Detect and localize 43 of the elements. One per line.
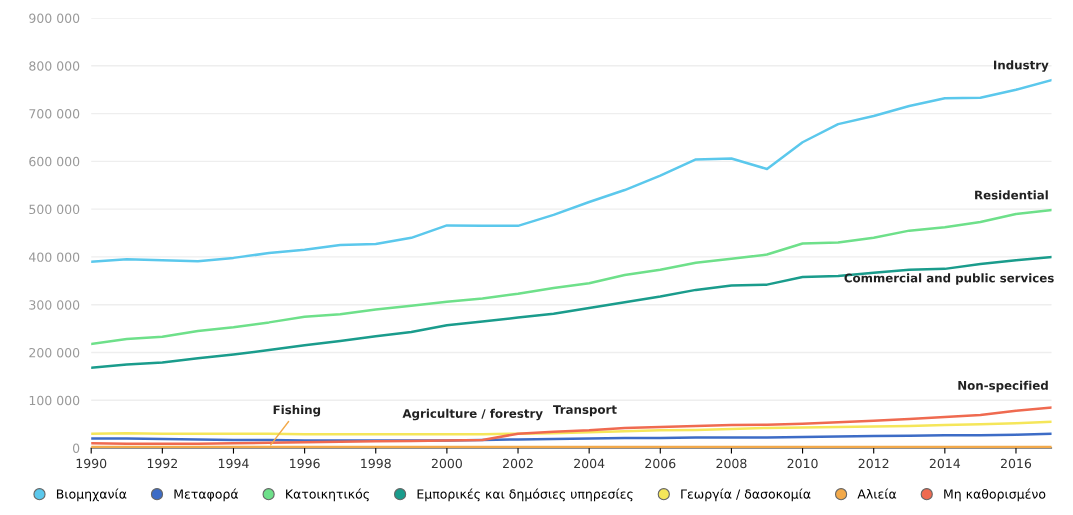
x-tick-label: 1990 — [76, 458, 107, 469]
x-tick-label: 1996 — [290, 458, 320, 469]
line-series — [91, 420, 1052, 436]
legend-label: Κατοικητικός — [286, 488, 369, 502]
annotation: Fishing — [273, 405, 321, 417]
x-tick-label: 2000 — [431, 458, 462, 469]
legend-label: Μεταφορά — [174, 488, 239, 502]
y-tick-label: 900 000 — [29, 13, 80, 23]
y-tick-label: 100 000 — [29, 395, 80, 406]
x-tick-label: 2012 — [858, 458, 889, 469]
y-tick-label: 400 000 — [29, 252, 80, 262]
y-tick-label: 200 000 — [29, 347, 80, 358]
line-series — [91, 406, 1052, 445]
x-tick-label: 1994 — [218, 458, 249, 469]
annotation: Transport — [553, 405, 617, 417]
x-tick-label: 2004 — [574, 458, 605, 469]
x-tick-label: 2008 — [716, 458, 747, 469]
y-tick-label: 500 000 — [29, 204, 80, 215]
y-tick-label: 0 — [72, 443, 80, 453]
annotation: Industry — [994, 60, 1049, 72]
legend-label: Μη καθορισμένο — [944, 488, 1046, 502]
legend-label: Εμπορικές και δημόσιες υπηρεσίες — [417, 488, 633, 502]
legend-label: Αλιεία — [857, 488, 897, 499]
x-tick-label: 2016 — [1000, 458, 1032, 469]
y-tick-label: 300 000 — [29, 300, 80, 310]
legend-label: Γεωργία / δασοκομία — [681, 488, 811, 502]
x-tick-label: 2002 — [503, 458, 533, 469]
y-tick-label: 700 000 — [29, 109, 80, 119]
line-series — [91, 78, 1052, 263]
y-tick-label: 800 000 — [29, 61, 80, 71]
x-tick-label: 1992 — [147, 458, 177, 469]
x-tick-label: 1998 — [361, 458, 391, 469]
x-tick-label: 2006 — [645, 458, 676, 469]
line-series — [91, 255, 1052, 370]
legend-label: Βιομηχανία — [56, 488, 127, 502]
annotation: Commercial and public services — [844, 273, 1054, 285]
annotation: Non-specified — [958, 380, 1048, 393]
x-tick-label: 2014 — [929, 458, 961, 469]
y-tick-label: 600 000 — [29, 156, 80, 167]
line-series — [91, 208, 1052, 346]
x-tick-label: 2010 — [787, 458, 818, 469]
annotation: Agriculture / forestry — [402, 408, 543, 421]
annotation: Residential — [975, 190, 1048, 200]
